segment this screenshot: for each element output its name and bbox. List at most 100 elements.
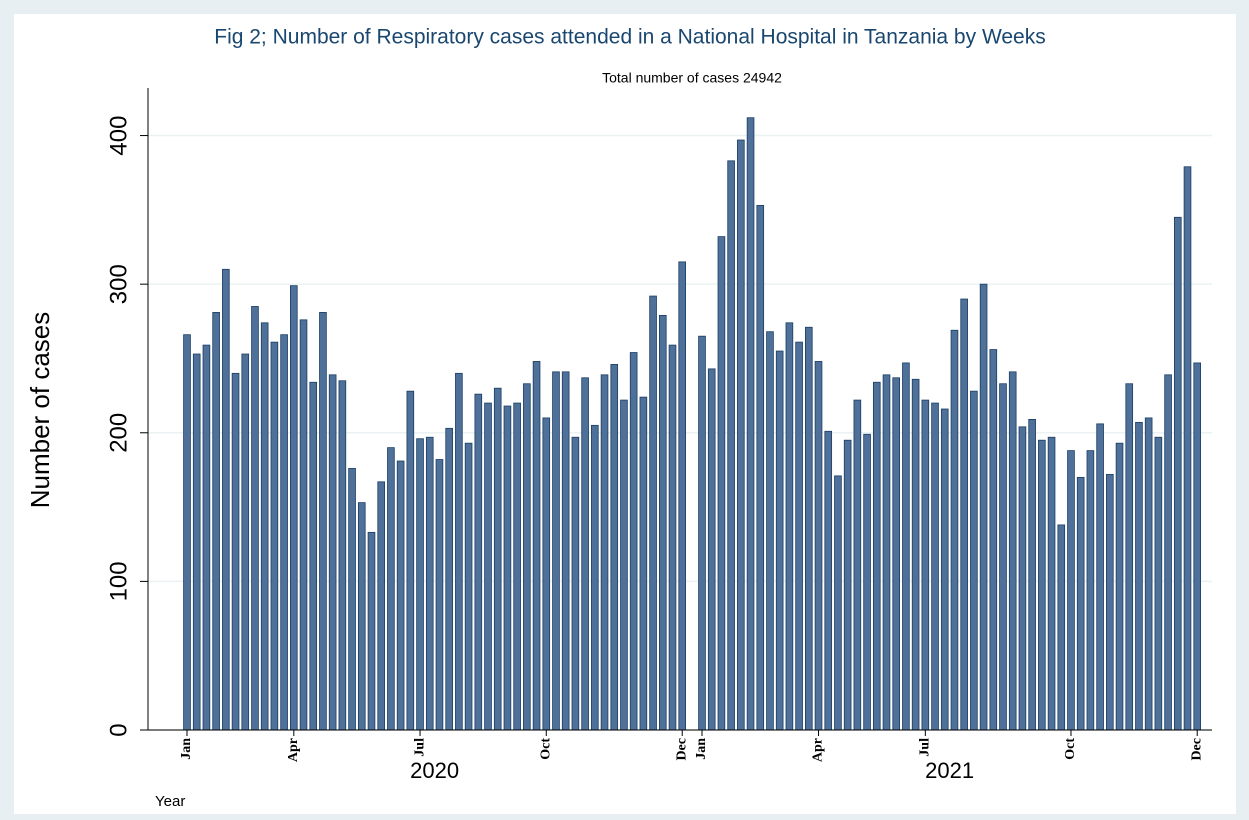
bar bbox=[552, 371, 560, 731]
bar bbox=[1144, 417, 1153, 731]
bar bbox=[192, 353, 201, 731]
bar bbox=[1106, 473, 1114, 731]
bar bbox=[979, 283, 988, 731]
bar bbox=[542, 417, 551, 731]
x-axis-label: Year bbox=[155, 793, 185, 810]
bar bbox=[1164, 374, 1172, 731]
chart-subtitle: Total number of cases 24942 bbox=[602, 70, 782, 86]
bar bbox=[1008, 371, 1017, 731]
bar bbox=[484, 402, 492, 731]
y-axis-label: Number of cases bbox=[25, 312, 55, 509]
bar bbox=[863, 433, 871, 731]
x-tick-label: Jul bbox=[918, 738, 933, 757]
bar bbox=[328, 374, 337, 731]
bar bbox=[707, 368, 716, 731]
bar bbox=[1135, 421, 1143, 731]
bar bbox=[639, 396, 648, 731]
bar bbox=[396, 460, 405, 731]
bar bbox=[882, 374, 891, 731]
bar bbox=[1047, 436, 1056, 731]
y-tick-label: 200 bbox=[105, 413, 132, 453]
y-tick-label: 400 bbox=[105, 116, 132, 156]
bar bbox=[455, 372, 463, 731]
bar bbox=[775, 350, 784, 731]
bar bbox=[600, 374, 609, 731]
bar bbox=[1086, 450, 1095, 731]
bar bbox=[668, 344, 677, 731]
bar bbox=[795, 341, 803, 731]
bar bbox=[1038, 439, 1046, 731]
bar bbox=[280, 334, 288, 731]
x-tick-label: Apr bbox=[811, 738, 826, 762]
bar bbox=[824, 430, 833, 731]
bar bbox=[853, 399, 862, 731]
bar bbox=[658, 314, 667, 731]
y-tick-label: 0 bbox=[105, 723, 132, 736]
x-tick-label: Jan bbox=[694, 738, 709, 760]
x-group-label: 2020 bbox=[410, 758, 459, 783]
bar bbox=[1173, 216, 1182, 731]
x-tick-label: Dec bbox=[674, 738, 689, 761]
y-tick-label: 100 bbox=[105, 561, 132, 601]
bar bbox=[629, 352, 638, 731]
bar bbox=[902, 362, 910, 731]
bar bbox=[357, 502, 366, 731]
x-tick-label: Oct bbox=[1063, 738, 1078, 760]
bar bbox=[843, 439, 852, 731]
y-tick-label: 300 bbox=[105, 264, 132, 304]
bar bbox=[921, 399, 930, 731]
bar bbox=[1193, 362, 1202, 731]
bar bbox=[727, 160, 735, 731]
bar bbox=[989, 349, 998, 731]
bar bbox=[425, 436, 434, 731]
bar bbox=[183, 334, 191, 731]
bar bbox=[299, 319, 308, 731]
x-group-label: 2021 bbox=[925, 758, 974, 783]
chart-title: Fig 2; Number of Respiratory cases atten… bbox=[214, 26, 1046, 49]
bar bbox=[251, 306, 259, 731]
bar bbox=[523, 383, 531, 731]
x-tick-label: Dec bbox=[1189, 738, 1204, 761]
bar bbox=[940, 408, 949, 731]
bar bbox=[387, 447, 395, 731]
bar bbox=[1183, 166, 1192, 731]
x-tick-label: Jul bbox=[412, 738, 427, 757]
bar bbox=[591, 424, 599, 731]
bar bbox=[377, 481, 385, 731]
bar bbox=[231, 372, 240, 731]
bar bbox=[698, 335, 706, 731]
bar bbox=[911, 378, 920, 731]
bar bbox=[970, 390, 978, 731]
bar bbox=[834, 475, 842, 731]
bar bbox=[649, 295, 657, 731]
bar bbox=[785, 322, 794, 731]
bar bbox=[212, 312, 220, 731]
bar bbox=[737, 139, 745, 731]
bar bbox=[581, 377, 589, 731]
bar bbox=[960, 298, 968, 731]
bar bbox=[1096, 423, 1104, 731]
bar bbox=[319, 312, 327, 731]
bar bbox=[1076, 476, 1085, 731]
bar bbox=[309, 381, 318, 731]
bar bbox=[464, 442, 473, 731]
bar bbox=[1067, 450, 1075, 731]
bar bbox=[766, 331, 774, 731]
bar bbox=[1125, 383, 1134, 731]
x-tick-label: Jan bbox=[179, 738, 194, 760]
bar bbox=[746, 117, 755, 731]
bar bbox=[406, 390, 415, 731]
bar bbox=[1115, 442, 1124, 731]
bar bbox=[561, 371, 570, 731]
bar bbox=[445, 427, 453, 731]
bar bbox=[571, 436, 580, 731]
bar bbox=[202, 344, 211, 731]
bar bbox=[756, 205, 765, 731]
bar bbox=[503, 405, 512, 731]
bar bbox=[222, 268, 230, 731]
bar bbox=[416, 438, 424, 731]
x-tick-label: Apr bbox=[286, 738, 301, 762]
bar bbox=[493, 387, 502, 731]
